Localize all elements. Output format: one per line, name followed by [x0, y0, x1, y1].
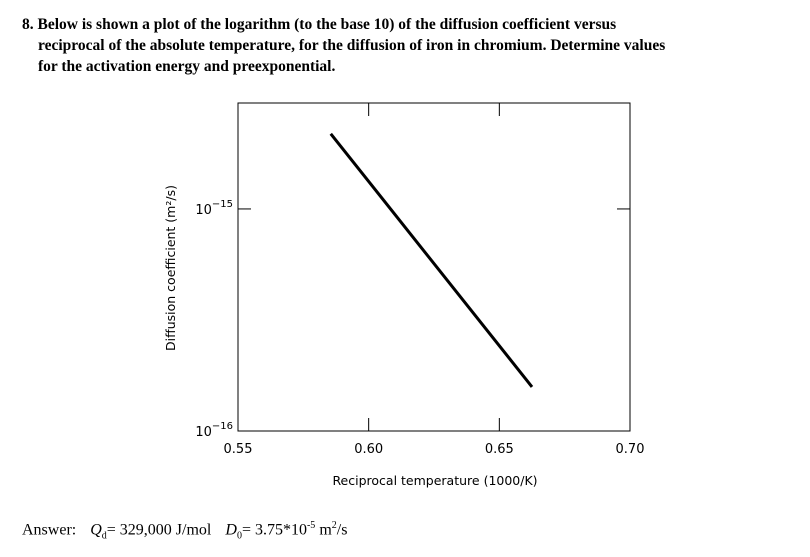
problem-statement: 8. Below is shown a plot of the logarith…: [22, 14, 792, 77]
answer-label: Answer:: [22, 521, 77, 539]
d-symbol: D: [225, 521, 237, 539]
d-unit-tail: /s: [336, 521, 348, 539]
x-tick-label: 0.65: [485, 442, 514, 457]
y-tick-label: 10−15: [195, 199, 233, 218]
q-value: = 329,000 J/mol: [106, 521, 212, 539]
d-subscript: 0: [236, 530, 242, 542]
y-axis-label: Diffusion coefficient (m²/s): [163, 185, 178, 351]
problem-line-1: 8. Below is shown a plot of the logarith…: [22, 14, 792, 35]
problem-number: 8.: [22, 16, 34, 33]
answer-line: Answer: Qd= 329,000 J/mol D0= 3.75*10-5 …: [22, 520, 347, 542]
x-axis-label: Reciprocal temperature (1000/K): [332, 473, 537, 488]
d-exponent: -5: [306, 520, 316, 531]
x-tick-label: 0.55: [224, 442, 253, 457]
problem-line-3: for the activation energy and preexponen…: [38, 58, 336, 75]
x-tick-label: 0.70: [616, 442, 645, 457]
problem-line-2: reciprocal of the absolute temperature, …: [38, 37, 666, 54]
x-tick-labels: 0.55 0.60 0.65 0.70: [224, 442, 645, 457]
problem-text-1: Below is shown a plot of the logarithm (…: [37, 16, 617, 33]
x-tick-label: 0.60: [354, 442, 383, 457]
y-tick-label: 10−16: [195, 421, 233, 440]
q-symbol: Q: [90, 521, 102, 539]
d-unit-exponent: 2: [331, 520, 337, 531]
plot-frame: [237, 102, 631, 432]
diffusion-data-line: [329, 132, 534, 388]
q-subscript: d: [101, 530, 107, 542]
tick-marks: [237, 103, 631, 432]
d-value: = 3.75*10: [241, 521, 307, 539]
d-unit: m: [315, 521, 332, 539]
y-tick-labels: 10−16 10−15: [195, 199, 233, 440]
